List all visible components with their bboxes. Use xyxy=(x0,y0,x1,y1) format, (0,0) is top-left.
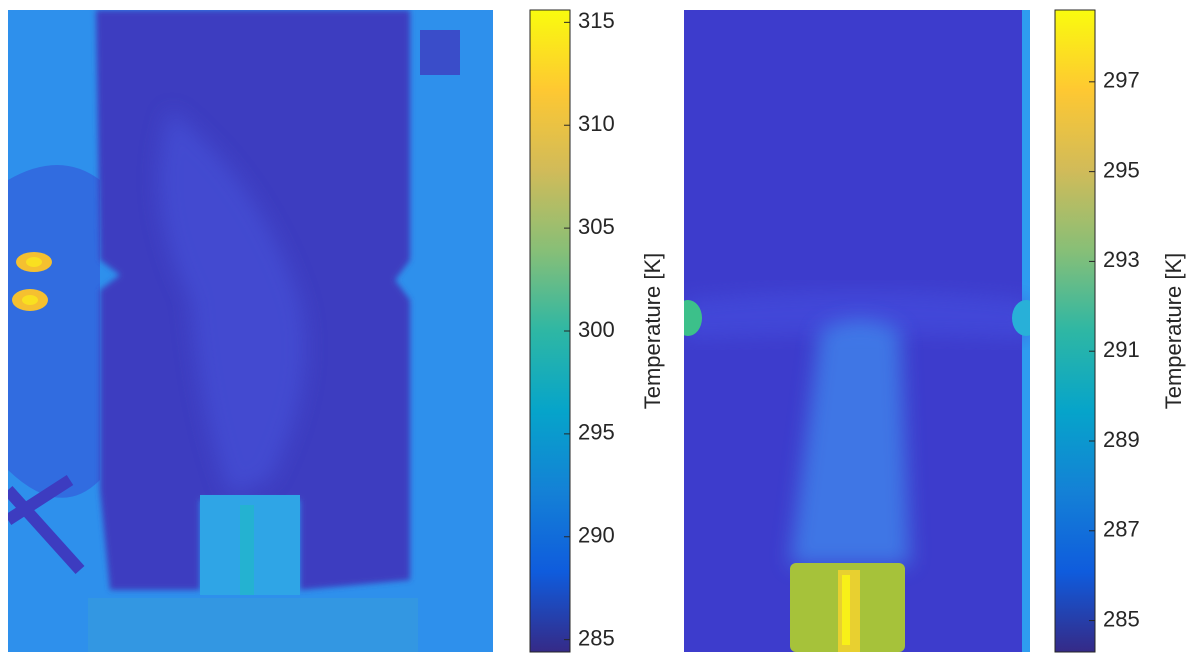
colorbar-tick-label: 285 xyxy=(578,625,615,650)
colorbar xyxy=(1055,10,1095,652)
page: Temperature [K] Temperature [K] 285 290 29… xyxy=(0,0,1190,654)
thermal-image-right xyxy=(674,10,1040,652)
colorbar-tick-label: 291 xyxy=(1103,337,1140,362)
colorbar-tick-label: 295 xyxy=(1103,157,1140,182)
colorbar-label: Temperature [K] xyxy=(1161,253,1186,410)
colorbar-label: Temperature [K] xyxy=(640,253,665,410)
colorbar-tick-label: 310 xyxy=(578,111,615,136)
colorbar-tick-label: 315 xyxy=(578,8,615,33)
colorbar-tick-label: 289 xyxy=(1103,427,1140,452)
figure: Temperature [K] Temperature [K] 285 290 29… xyxy=(0,0,1190,654)
colorbar-tick-label: 300 xyxy=(578,317,615,342)
colorbar-tick-label: 293 xyxy=(1103,247,1140,272)
colorbar-tick-label: 295 xyxy=(578,420,615,445)
colorbar-tick-label: 287 xyxy=(1103,517,1140,542)
colorbar-tick-label: 290 xyxy=(578,523,615,548)
colorbar-tick-label: 305 xyxy=(578,214,615,239)
colorbar-tick-label: 285 xyxy=(1103,606,1140,631)
colorbar-tick-label: 297 xyxy=(1103,68,1140,93)
thermal-image-left xyxy=(8,10,493,652)
